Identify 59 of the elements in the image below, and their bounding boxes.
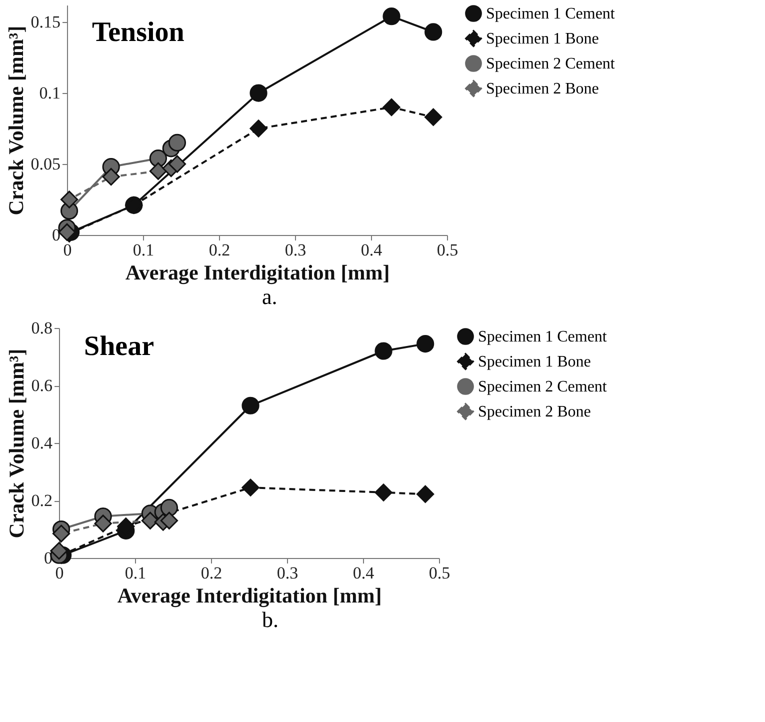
legend-label: Specimen 1 Cement — [486, 6, 616, 22]
x-tick-label: 0.4 — [352, 564, 375, 582]
legend-label: Specimen 1 Bone — [486, 30, 599, 48]
point — [250, 120, 268, 138]
x-axis-title: Average Interdigitation [mm] — [117, 584, 382, 608]
x-axis-title: Average Interdigitation [mm] — [125, 260, 390, 284]
y-tick-label: 0.15 — [30, 12, 60, 32]
x-tick-label: 0 — [63, 240, 72, 260]
y-tick-label: 0.05 — [30, 154, 60, 174]
point — [60, 190, 78, 208]
y-axis-title: Crack Volume [mm³] — [4, 26, 28, 216]
x-tick-label: 0.3 — [284, 240, 306, 260]
point — [382, 98, 400, 116]
x-tick-label: 0.2 — [200, 564, 222, 582]
x-tick-label: 0.3 — [276, 564, 298, 582]
text: a. — [262, 284, 278, 310]
point — [374, 484, 392, 502]
point — [416, 335, 434, 353]
x-tick-label: 0.1 — [132, 240, 154, 260]
legend-label: Specimen 1 Bone — [478, 354, 591, 370]
point — [382, 8, 400, 26]
point — [242, 396, 260, 414]
point — [168, 134, 186, 152]
chart-title: Shear — [84, 331, 154, 362]
y-tick-label: 0 — [52, 226, 60, 244]
x-tick-label: 0.4 — [360, 240, 383, 260]
x-tick-label: 0.2 — [208, 240, 230, 260]
point — [160, 512, 178, 530]
point — [149, 162, 168, 180]
legend-label: Specimen 2 Bone — [478, 404, 591, 420]
legend-label: Specimen 2 Bone — [486, 80, 599, 98]
x-tick-label: 0.5 — [436, 240, 458, 260]
point — [160, 498, 178, 516]
y-tick-label: 0.1 — [39, 84, 60, 103]
point — [102, 168, 120, 186]
y-tick-label: 0.4 — [31, 434, 53, 452]
legend-label: Specimen 1 Cement — [478, 328, 608, 346]
point — [250, 84, 268, 102]
x-tick-label: 0.5 — [428, 564, 450, 582]
point — [424, 23, 442, 41]
y-tick-label: 0.8 — [31, 318, 52, 338]
y-tick-label: 0.6 — [31, 376, 52, 395]
point — [416, 485, 434, 503]
legend-label: Specimen 2 Cement — [486, 56, 616, 72]
text: b. — [262, 607, 278, 633]
point — [242, 478, 260, 496]
point — [94, 514, 112, 532]
point — [374, 342, 392, 360]
point — [52, 524, 70, 542]
point — [168, 155, 186, 173]
y-tick-label: 0.2 — [31, 491, 52, 510]
point — [58, 223, 76, 241]
x-tick-label: 0.1 — [124, 564, 146, 582]
chart-title: Tension — [92, 17, 185, 48]
point — [141, 512, 160, 530]
y-axis-title: Crack Volume [mm³] — [4, 348, 28, 538]
point — [50, 542, 68, 560]
point — [424, 108, 442, 126]
legend-label: Specimen 2 Cement — [478, 378, 608, 396]
